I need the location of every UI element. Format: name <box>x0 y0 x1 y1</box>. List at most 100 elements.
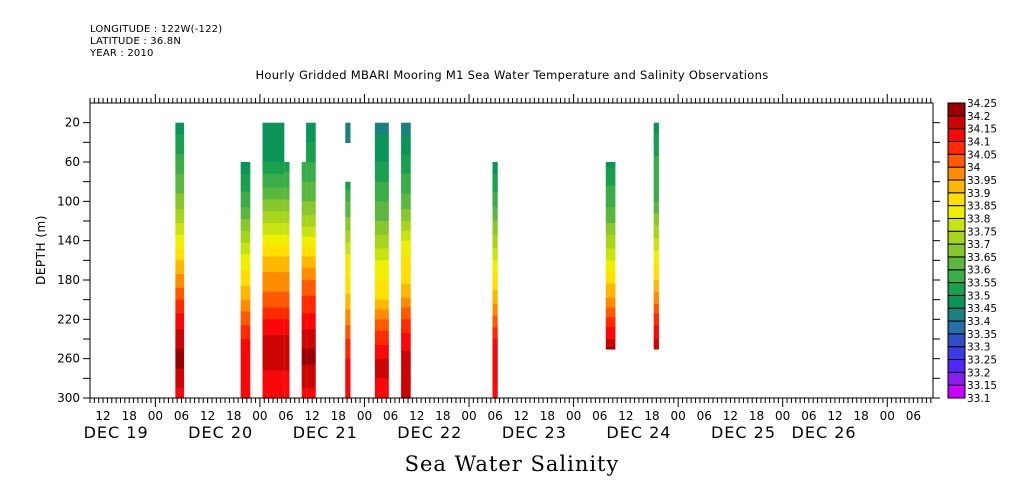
salinity-cell <box>374 236 389 240</box>
salinity-cell <box>301 193 307 197</box>
colorbar-swatch <box>947 128 966 142</box>
salinity-cell <box>653 272 659 275</box>
salinity-cell <box>240 289 251 293</box>
salinity-cell <box>374 335 389 338</box>
salinity-cell <box>605 173 616 177</box>
x-tick-label: 18 <box>331 409 346 423</box>
salinity-cell <box>262 268 285 271</box>
salinity-cell <box>374 228 389 232</box>
salinity-cell <box>175 362 185 366</box>
salinity-cell <box>301 364 307 368</box>
salinity-cell <box>401 270 411 273</box>
salinity-cell <box>306 342 316 346</box>
salinity-cell <box>492 394 498 397</box>
salinity-cell <box>175 311 185 315</box>
salinity-cell <box>262 307 285 311</box>
salinity-cell <box>401 368 411 372</box>
salinity-cell <box>284 344 290 348</box>
salinity-cell <box>306 158 316 161</box>
salinity-cell <box>284 390 290 393</box>
salinity-cell <box>492 368 498 372</box>
salinity-cell <box>401 333 411 336</box>
salinity-cell <box>374 307 389 311</box>
salinity-cell <box>301 315 307 318</box>
salinity-cell <box>306 262 316 265</box>
salinity-cell <box>240 181 251 185</box>
salinity-cell <box>306 372 316 375</box>
salinity-cell <box>175 378 185 381</box>
salinity-cell <box>284 215 290 218</box>
salinity-cell <box>401 364 411 368</box>
salinity-cell <box>301 242 307 246</box>
salinity-cell <box>284 370 290 374</box>
profile-column <box>306 122 316 399</box>
salinity-cell <box>284 362 290 366</box>
salinity-cell <box>240 329 251 332</box>
salinity-cell <box>306 252 316 256</box>
salinity-cell <box>653 213 659 216</box>
x-day-label: DEC 21 <box>293 423 358 442</box>
colorbar-swatch <box>947 179 966 194</box>
salinity-cell <box>306 195 316 198</box>
salinity-cell <box>492 344 498 348</box>
salinity-cell <box>240 236 251 240</box>
salinity-cell <box>262 211 285 214</box>
salinity-cell <box>345 329 351 332</box>
salinity-cell <box>492 352 498 356</box>
salinity-cell <box>605 341 616 344</box>
colorbar-swatch <box>947 205 966 219</box>
salinity-cell <box>492 187 498 191</box>
salinity-cell <box>401 374 411 377</box>
salinity-cell <box>301 262 307 265</box>
salinity-cell <box>345 240 351 244</box>
salinity-cell <box>175 260 185 263</box>
salinity-cell <box>653 297 659 301</box>
salinity-cell <box>492 207 498 210</box>
salinity-cell <box>262 331 285 334</box>
salinity-cell <box>306 297 316 301</box>
salinity-cell <box>262 177 285 181</box>
salinity-cell <box>284 232 290 236</box>
salinity-cell <box>262 209 285 212</box>
salinity-cell <box>284 331 290 334</box>
salinity-cell <box>605 287 616 291</box>
salinity-cell <box>175 293 185 297</box>
colorbar-label: 34.05 <box>967 149 997 161</box>
salinity-cell <box>301 305 307 309</box>
salinity-cell <box>240 254 251 257</box>
salinity-cell <box>374 309 389 313</box>
salinity-cell <box>175 315 185 318</box>
salinity-cell <box>301 319 307 322</box>
salinity-cell <box>345 126 351 130</box>
salinity-cell <box>492 329 498 332</box>
salinity-cell <box>284 270 290 273</box>
salinity-cell <box>605 187 616 191</box>
salinity-cell <box>374 223 389 226</box>
x-tick-label: 12 <box>95 409 110 423</box>
salinity-cell <box>301 268 307 271</box>
latitude-label: LATITUDE : 36.8N <box>90 36 182 47</box>
salinity-cell <box>301 240 307 244</box>
salinity-cell <box>262 382 285 385</box>
salinity-cell <box>605 280 616 283</box>
salinity-cell <box>605 285 616 289</box>
salinity-cell <box>653 201 659 204</box>
profile-column <box>345 181 351 399</box>
salinity-cell <box>401 329 411 332</box>
salinity-cell <box>401 285 411 289</box>
salinity-cell <box>605 327 616 330</box>
salinity-cell <box>240 246 251 250</box>
salinity-cell <box>605 201 616 204</box>
salinity-cell <box>284 293 290 297</box>
salinity-cell <box>262 342 285 346</box>
salinity-cell <box>605 248 616 252</box>
salinity-cell <box>653 156 659 159</box>
salinity-cell <box>262 380 285 383</box>
salinity-cell <box>284 285 290 289</box>
axes: 12 18 00 06 12 18 00 06 12 18 00 06 12 18 00 06 12 18 00 06… <box>57 94 940 442</box>
salinity-cell <box>345 207 351 210</box>
salinity-cell <box>240 191 251 195</box>
salinity-cell <box>653 268 659 271</box>
salinity-cell <box>262 205 285 208</box>
salinity-cell <box>492 238 498 242</box>
